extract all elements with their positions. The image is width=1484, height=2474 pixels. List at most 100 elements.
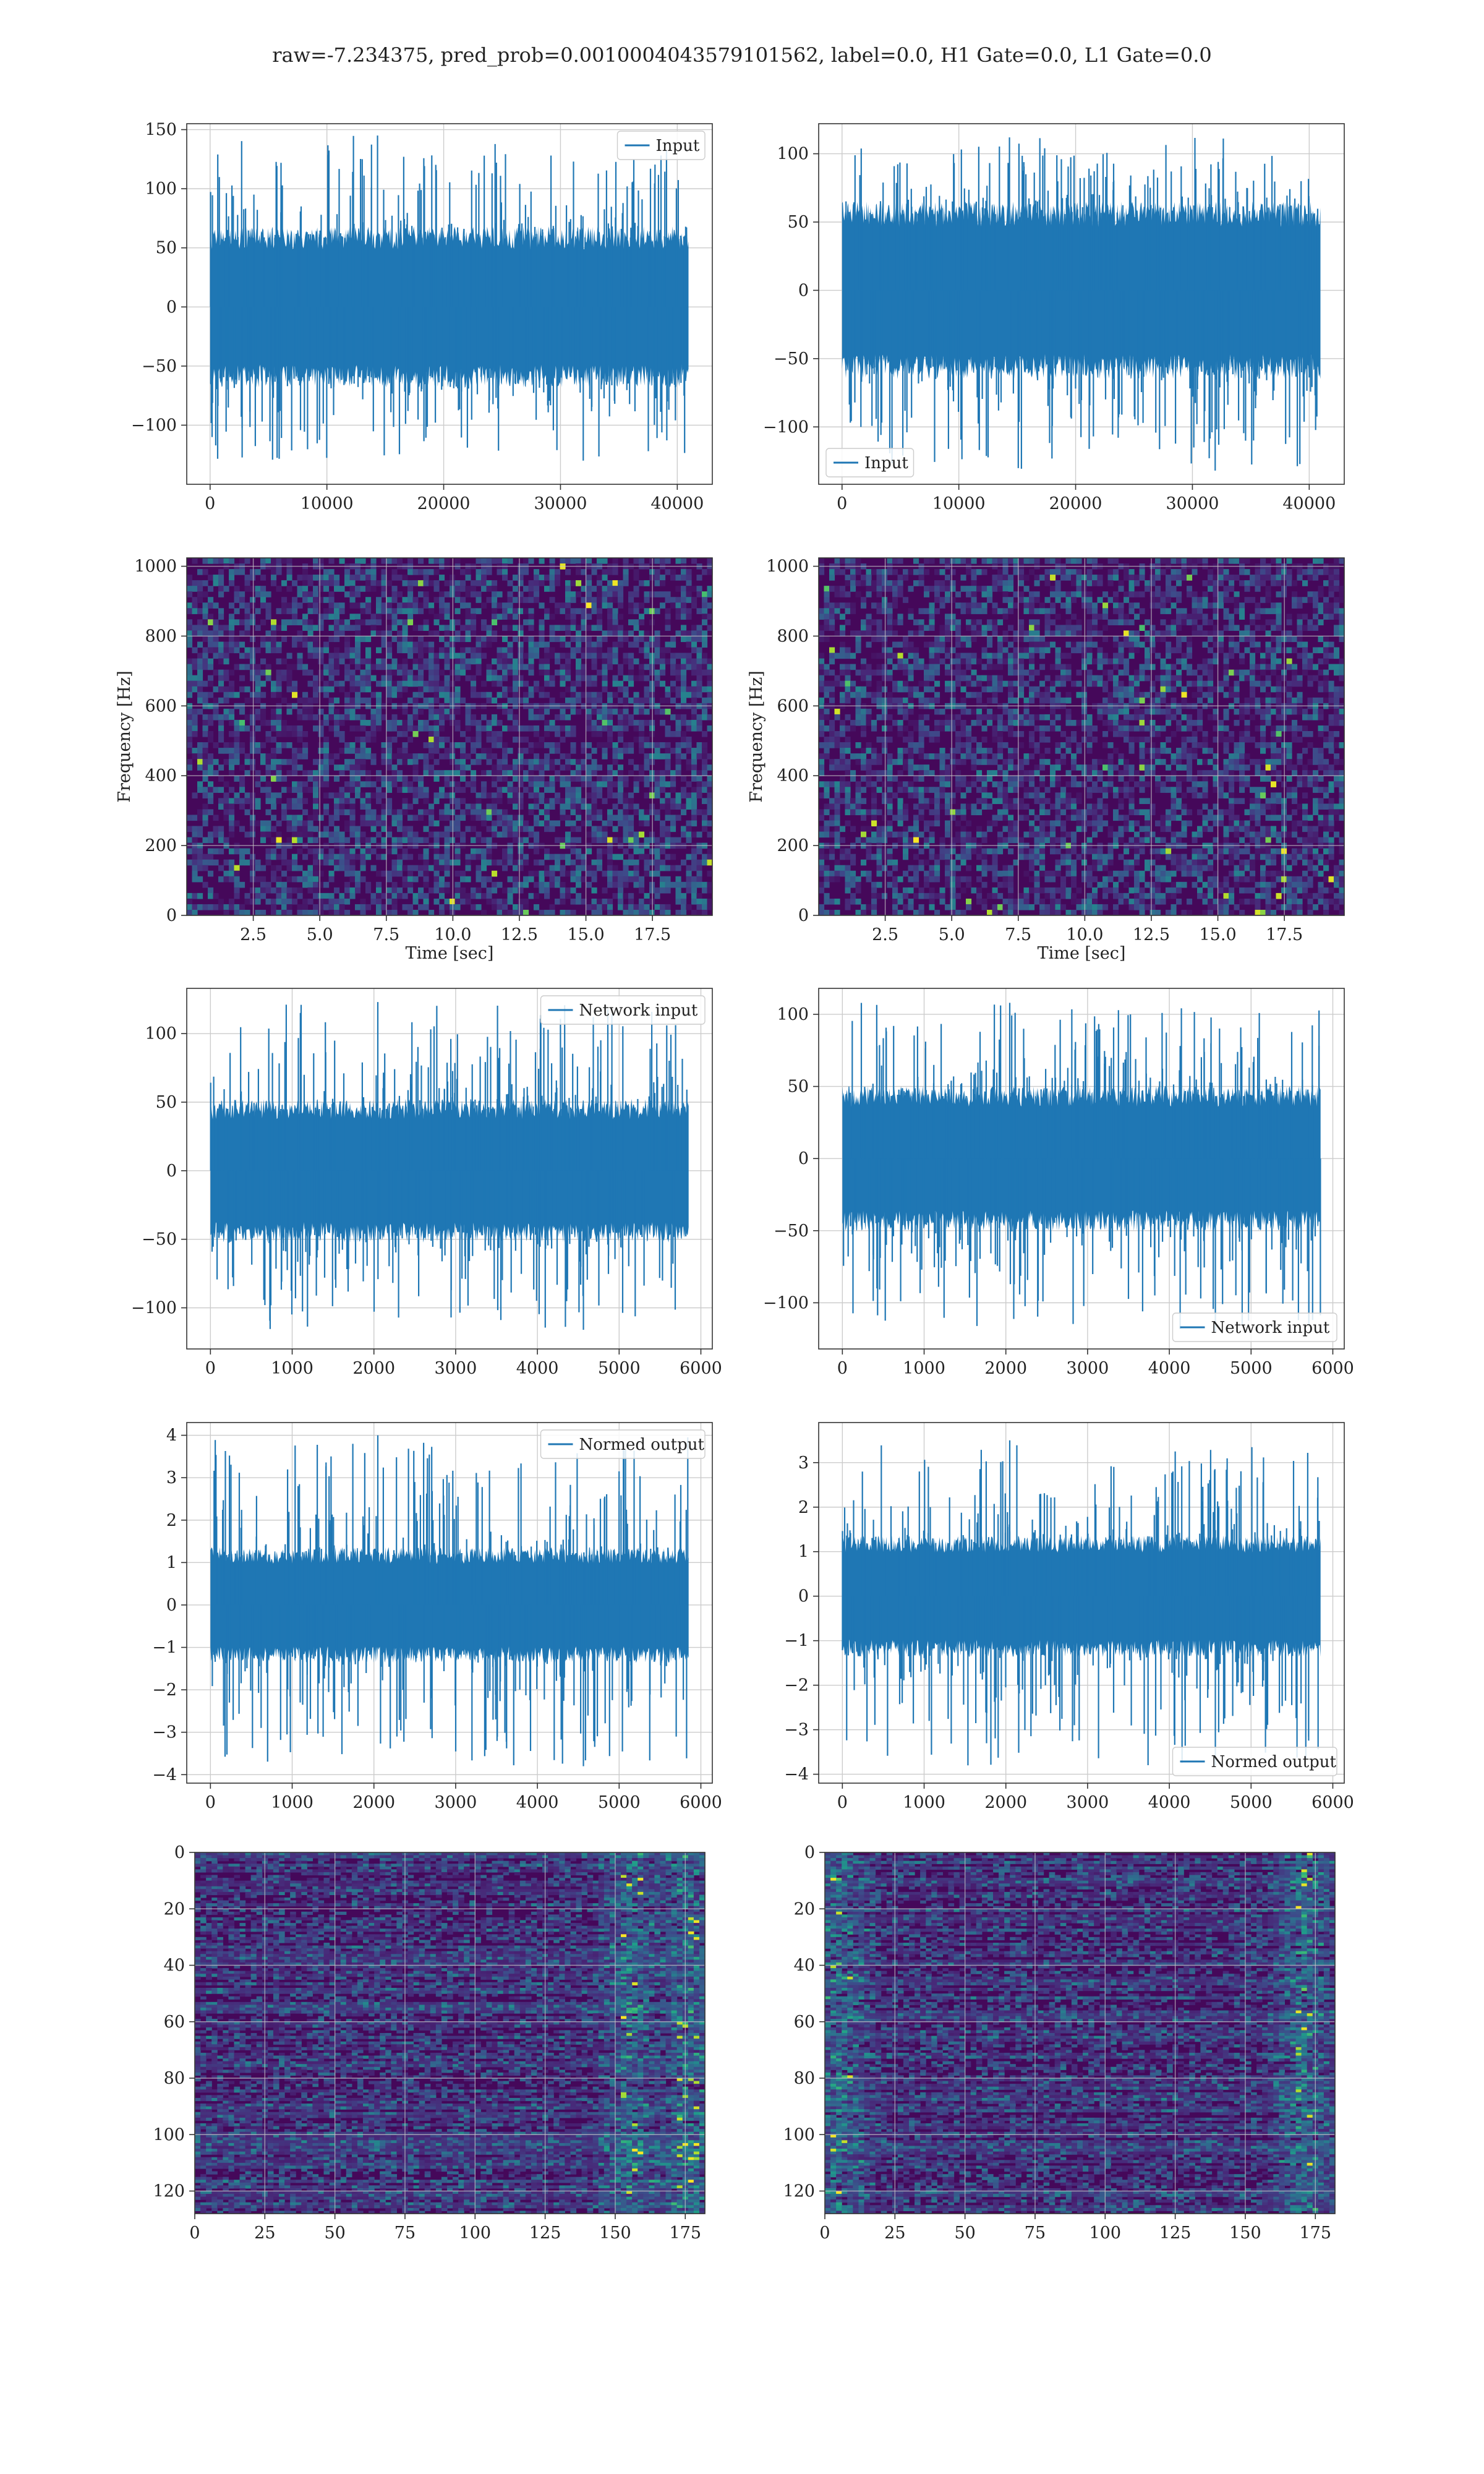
y-tick-label: 400 xyxy=(145,766,177,785)
x-tick-label: 3000 xyxy=(435,1359,477,1378)
y-tick-label: −3 xyxy=(784,1721,809,1740)
x-tick-label: 20000 xyxy=(417,494,471,513)
x-tick-label: 2.5 xyxy=(872,925,898,944)
x-tick-label: 125 xyxy=(1159,2224,1192,2243)
x-tick-label: 0 xyxy=(837,1359,848,1378)
x-tick-label: 5.0 xyxy=(939,925,965,944)
legend: Input xyxy=(826,448,914,477)
y-tick-label: 50 xyxy=(156,239,177,258)
y-tick-label: 100 xyxy=(145,1024,177,1043)
x-tick-label: 5000 xyxy=(598,1793,641,1812)
legend-label: Network input xyxy=(579,1001,698,1020)
y-tick-label: 800 xyxy=(145,627,177,646)
y-tick-label: 400 xyxy=(777,766,809,785)
x-tick-label: 40000 xyxy=(650,494,704,513)
x-tick-label: 7.5 xyxy=(1005,925,1031,944)
y-tick-label: −4 xyxy=(152,1765,177,1784)
y-tick-label: −2 xyxy=(152,1680,177,1700)
legend: Network input xyxy=(1173,1313,1337,1342)
legend-label: Normed output xyxy=(579,1436,705,1454)
y-tick-label: 2 xyxy=(166,1511,177,1530)
y-tick-label: 3 xyxy=(166,1468,177,1487)
y-tick-label: 0 xyxy=(166,297,177,317)
y-tick-label: 100 xyxy=(153,2125,185,2144)
x-tick-label: 100 xyxy=(459,2224,492,2243)
x-tick-label: 2000 xyxy=(352,1359,395,1378)
x-tick-label: 0 xyxy=(837,494,847,513)
y-tick-label: 1000 xyxy=(766,557,809,576)
y-tick-label: 3 xyxy=(798,1453,809,1473)
x-tick-label: 150 xyxy=(1229,2224,1261,2243)
x-tick-label: 5000 xyxy=(598,1359,641,1378)
y-tick-label: 20 xyxy=(164,1899,185,1919)
x-tick-label: 10.0 xyxy=(434,925,471,944)
y-tick-label: 80 xyxy=(794,2069,815,2088)
y-tick-label: −100 xyxy=(131,1298,177,1317)
x-tick-label: 3000 xyxy=(1067,1793,1109,1812)
x-tick-label: 5.0 xyxy=(307,925,333,944)
y-tick-label: 20 xyxy=(794,1899,815,1919)
x-tick-label: 125 xyxy=(529,2224,561,2243)
x-tick-label: 0 xyxy=(205,494,215,513)
x-tick-label: 75 xyxy=(1025,2224,1046,2243)
x-tick-label: 40000 xyxy=(1282,494,1336,513)
y-tick-label: 0 xyxy=(166,1596,177,1615)
y-tick-label: 0 xyxy=(798,1587,809,1606)
x-tick-label: 3000 xyxy=(1067,1359,1109,1378)
y-tick-label: 120 xyxy=(783,2182,815,2201)
x-tick-label: 10000 xyxy=(932,494,986,513)
legend: Normed output xyxy=(541,1430,706,1458)
y-tick-label: 100 xyxy=(145,179,177,199)
y-tick-label: −100 xyxy=(763,417,809,437)
legend-label: Network input xyxy=(1211,1319,1330,1337)
x-tick-label: 2.5 xyxy=(240,925,267,944)
y-tick-label: 100 xyxy=(777,145,809,164)
y-tick-label: 60 xyxy=(794,2013,815,2032)
x-tick-label: 0 xyxy=(205,1359,216,1378)
x-tick-label: 150 xyxy=(599,2224,631,2243)
x-tick-label: 0 xyxy=(205,1793,216,1812)
x-tick-label: 30000 xyxy=(534,494,587,513)
y-axis-label: Frequency [Hz] xyxy=(115,670,134,802)
x-tick-label: 7.5 xyxy=(373,925,399,944)
x-tick-label: 0 xyxy=(819,2224,830,2243)
x-tick-label: 6000 xyxy=(680,1359,722,1378)
x-tick-label: 0 xyxy=(189,2224,200,2243)
x-tick-label: 15.0 xyxy=(568,925,605,944)
y-tick-label: 50 xyxy=(788,213,809,232)
y-tick-label: −100 xyxy=(763,1293,809,1312)
x-tick-label: 6000 xyxy=(1311,1793,1354,1812)
y-tick-label: 0 xyxy=(166,1162,177,1181)
y-tick-label: 1 xyxy=(798,1543,809,1562)
y-tick-label: 0 xyxy=(166,906,177,925)
legend-label: Normed output xyxy=(1211,1753,1337,1771)
x-tick-label: 6000 xyxy=(680,1793,722,1812)
y-tick-label: 50 xyxy=(788,1077,809,1097)
y-tick-label: 0 xyxy=(174,1843,185,1862)
figure-suptitle: raw=-7.234375, pred_prob=0.0010004043579… xyxy=(272,43,1212,67)
y-tick-label: 1000 xyxy=(134,557,177,576)
y-tick-label: 0 xyxy=(798,281,809,300)
x-tick-label: 1000 xyxy=(271,1359,313,1378)
y-tick-label: 60 xyxy=(164,2013,185,2032)
x-tick-label: 4000 xyxy=(1148,1793,1191,1812)
legend: Input xyxy=(618,131,706,160)
x-tick-label: 10000 xyxy=(301,494,354,513)
y-tick-label: −3 xyxy=(152,1723,177,1742)
y-tick-label: 800 xyxy=(777,627,809,646)
x-axis-label: Time [sec] xyxy=(406,944,494,963)
y-tick-label: −50 xyxy=(142,357,177,376)
x-tick-label: 12.5 xyxy=(1133,925,1170,944)
x-tick-label: 10.0 xyxy=(1066,925,1103,944)
x-tick-label: 2000 xyxy=(984,1793,1027,1812)
y-tick-label: 0 xyxy=(804,1843,815,1862)
y-axis-label: Frequency [Hz] xyxy=(747,670,766,802)
y-tick-label: 0 xyxy=(798,1149,809,1168)
y-tick-label: 80 xyxy=(164,2069,185,2088)
heatmap-cells xyxy=(187,558,713,916)
x-tick-label: 25 xyxy=(254,2224,275,2243)
y-tick-label: −50 xyxy=(142,1230,177,1249)
